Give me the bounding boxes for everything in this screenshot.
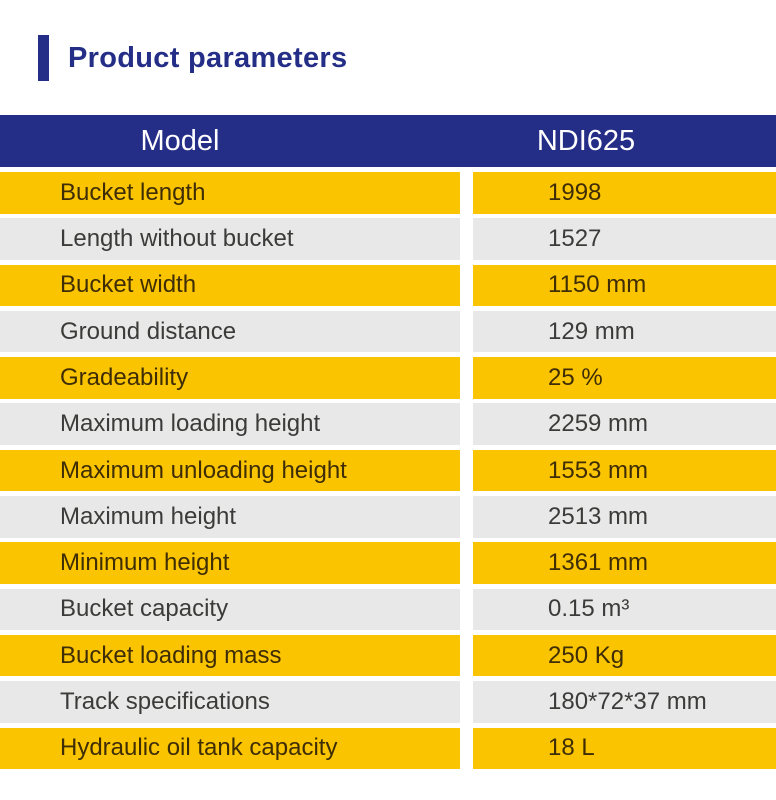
parameter-value: 1361 mm <box>473 542 776 584</box>
product-spec-table: Model NDI625 Bucket length 1998 Length wit… <box>0 115 776 774</box>
table-row: Maximum height 2513 mm <box>0 496 776 538</box>
parameter-value: 1527 <box>473 218 776 260</box>
parameter-label: Bucket width <box>0 264 460 307</box>
parameter-label: Bucket capacity <box>0 588 460 631</box>
parameter-label: Maximum height <box>0 496 460 538</box>
table-header-row: Model NDI625 <box>0 115 776 167</box>
parameter-value: 129 mm <box>473 310 776 353</box>
parameter-value: 0.15 m³ <box>473 588 776 631</box>
model-name-header-cell: NDI625 <box>460 115 776 167</box>
parameter-value: 1998 <box>473 172 776 214</box>
table-row: Bucket width 1150 mm <box>0 264 776 307</box>
table-row: Bucket loading mass 250 Kg <box>0 634 776 677</box>
parameter-label: Maximum unloading height <box>0 449 460 492</box>
parameter-label: Minimum height <box>0 542 460 584</box>
parameter-value: 1150 mm <box>473 264 776 307</box>
table-row: Gradeability 25 % <box>0 357 776 399</box>
model-header-label: Model <box>140 124 220 157</box>
section-title-block: Product parameters <box>38 35 347 81</box>
parameter-value: 18 L <box>473 727 776 770</box>
parameter-value: 2513 mm <box>473 496 776 538</box>
model-header-cell: Model <box>0 115 460 167</box>
model-name-value: NDI625 <box>536 124 636 157</box>
title-accent-bar <box>38 35 49 81</box>
parameter-value: 180*72*37 mm <box>473 681 776 723</box>
table-row: Minimum height 1361 mm <box>0 542 776 584</box>
table-body: Bucket length 1998 Length without bucket 15… <box>0 172 776 770</box>
parameter-label: Bucket loading mass <box>0 634 460 677</box>
table-row: Length without bucket 1527 <box>0 218 776 260</box>
parameter-label: Track specifications <box>0 681 460 723</box>
table-row: Track specifications 180*72*37 mm <box>0 681 776 723</box>
parameter-value: 2259 mm <box>473 403 776 445</box>
parameter-label: Bucket length <box>0 172 460 214</box>
parameter-label: Hydraulic oil tank capacity <box>0 727 460 770</box>
parameter-value: 25 % <box>473 357 776 399</box>
table-row: Bucket capacity 0.15 m³ <box>0 588 776 631</box>
table-row: Hydraulic oil tank capacity 18 L <box>0 727 776 770</box>
parameter-label: Length without bucket <box>0 218 460 260</box>
table-row: Ground distance 129 mm <box>0 310 776 353</box>
table-row: Maximum loading height 2259 mm <box>0 403 776 445</box>
parameter-value: 1553 mm <box>473 449 776 492</box>
table-row: Bucket length 1998 <box>0 172 776 214</box>
parameter-value: 250 Kg <box>473 634 776 677</box>
parameter-label: Ground distance <box>0 310 460 353</box>
table-row: Maximum unloading height 1553 mm <box>0 449 776 492</box>
parameter-label: Gradeability <box>0 357 460 399</box>
page-title: Product parameters <box>68 41 348 74</box>
parameter-label: Maximum loading height <box>0 403 460 445</box>
